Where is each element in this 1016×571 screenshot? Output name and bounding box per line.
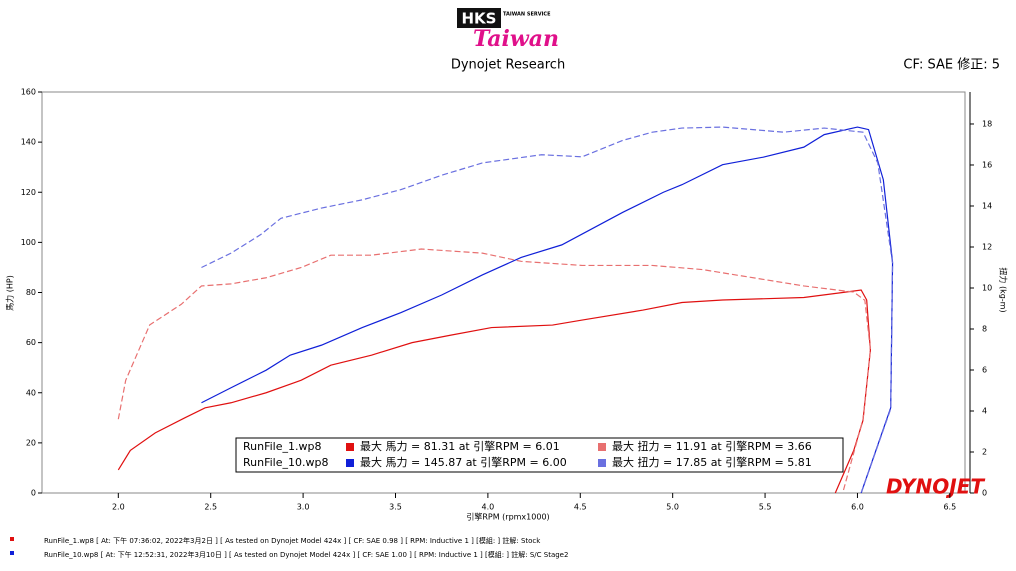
x-tick-label: 5.0 xyxy=(666,503,679,512)
series-line xyxy=(117,289,871,494)
legend-marker xyxy=(346,443,354,451)
footer-line: RunFile_1.wp8 [ At: 下午 07:36:02, 2022年3月… xyxy=(44,536,541,545)
legend-marker xyxy=(598,459,606,467)
legend-box xyxy=(235,437,844,473)
x-tick-label: 3.0 xyxy=(297,503,310,512)
footer-marker xyxy=(10,551,14,555)
logo-top: HKS xyxy=(462,10,497,28)
x-tick-label: 2.0 xyxy=(112,503,125,512)
y2-tick-label: 8 xyxy=(982,324,987,333)
y-tick-label: 20 xyxy=(26,438,36,447)
logo-box xyxy=(457,8,501,28)
footer-line: RunFile_10.wp8 [ At: 下午 12:52:31, 2022年3… xyxy=(44,550,568,559)
logo-script: Taiwan xyxy=(473,26,559,52)
x-axis-label: 引擎RPM (rpmx1000) xyxy=(466,512,549,522)
legend-file: RunFile_1.wp8 xyxy=(243,440,321,453)
y2-tick-label: 10 xyxy=(982,283,992,292)
legend-label: 最大 馬力 = 81.31 at 引擎RPM = 6.01 xyxy=(360,439,560,453)
y-tick-label: 80 xyxy=(26,288,36,297)
y-axis-label: 馬力 (HP) xyxy=(5,275,15,311)
y2-tick-label: 0 xyxy=(982,489,987,498)
page-title: Dynojet Research xyxy=(451,58,565,73)
x-tick-label: 4.0 xyxy=(482,503,495,512)
x-tick-label: 5.5 xyxy=(759,503,772,512)
logo-sub: TAIWAN SERVICE xyxy=(503,12,551,18)
y-tick-label: 100 xyxy=(21,238,36,247)
y2-tick-label: 16 xyxy=(982,160,992,169)
series-line xyxy=(201,126,894,494)
footer-marker xyxy=(10,537,14,541)
y-tick-label: 120 xyxy=(21,188,36,197)
series-line xyxy=(201,126,894,494)
plot-frame xyxy=(41,91,966,494)
y2-axis-label: 扭力 (kg-m) xyxy=(999,267,1009,312)
y-tick-label: 60 xyxy=(26,338,36,347)
watermark: DYNOJET xyxy=(886,475,985,499)
y-tick-label: 0 xyxy=(31,489,36,498)
y2-tick-label: 4 xyxy=(982,406,987,415)
legend-label: 最大 扭力 = 11.91 at 引擎RPM = 3.66 xyxy=(612,439,812,453)
y2-tick-label: 6 xyxy=(982,365,987,374)
legend-file: RunFile_10.wp8 xyxy=(243,456,328,469)
y2-tick-label: 12 xyxy=(982,242,992,251)
legend-marker xyxy=(346,459,354,467)
x-tick-label: 3.5 xyxy=(389,503,402,512)
y-tick-label: 40 xyxy=(26,388,36,397)
y2-tick-label: 2 xyxy=(982,447,987,456)
y2-tick-label: 18 xyxy=(982,119,992,128)
x-tick-label: 4.5 xyxy=(574,503,587,512)
x-tick-label: 2.5 xyxy=(204,503,217,512)
legend-label: 最大 扭力 = 17.85 at 引擎RPM = 5.81 xyxy=(612,455,812,469)
x-tick-label: 6.0 xyxy=(851,503,864,512)
y-tick-label: 160 xyxy=(21,88,36,97)
y-tick-label: 140 xyxy=(21,138,36,147)
correction: CF: SAE 修正: 5 xyxy=(903,58,1000,73)
legend-marker xyxy=(598,443,606,451)
x-tick-label: 6.5 xyxy=(943,503,956,512)
legend-label: 最大 馬力 = 145.87 at 引擎RPM = 6.00 xyxy=(360,455,567,469)
y2-tick-label: 14 xyxy=(982,201,992,210)
series-line xyxy=(117,248,871,494)
